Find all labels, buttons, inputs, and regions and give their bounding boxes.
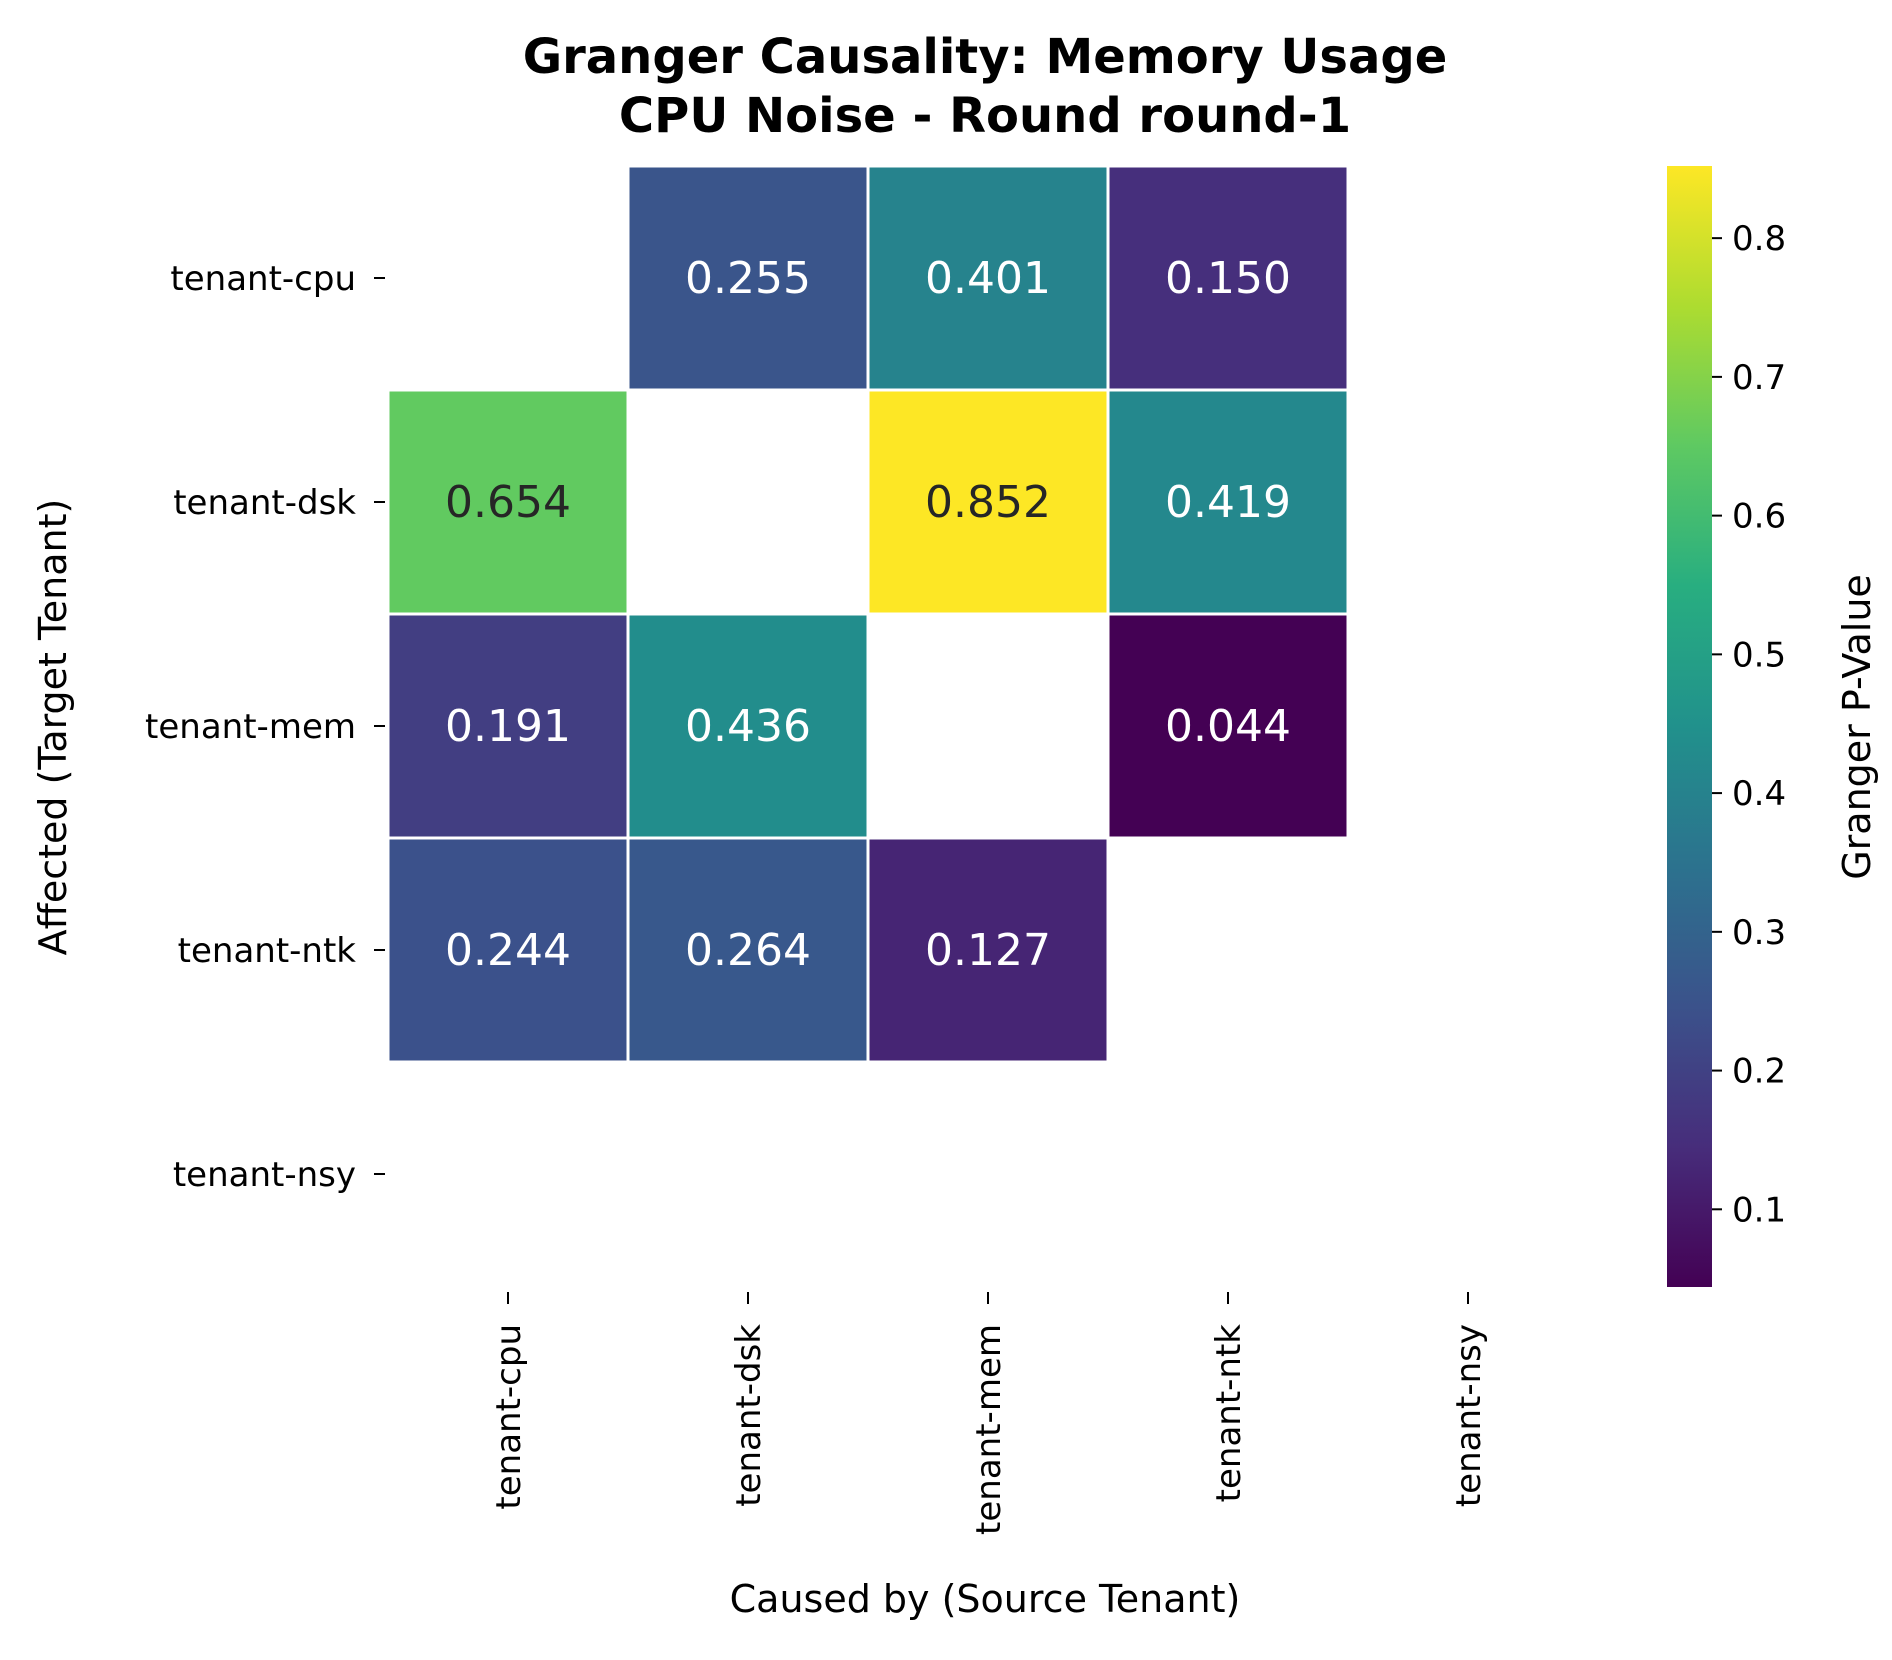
x-tick-label: tenant-dsk [729,1324,769,1507]
y-axis-ticks: tenant-cpu tenant-dsk tenant-mem tenant-ntk… [145,259,385,1195]
heatmap-cell-tenant-dsk-tenant-mem [866,388,1110,616]
heatmap-cell-value: 0.191 [445,701,571,752]
y-tick-label: tenant-dsk [173,483,356,523]
colorbar-label: Granger P-Value [1835,574,1879,880]
heatmap-cells: 0.255 0.401 0.150 0.654 0.852 0.419 0.191 0.436… [386,164,1350,1064]
colorbar-tick-label: 0.6 [1732,497,1786,537]
heatmap-cell-tenant-ntk-tenant-mem [866,836,1110,1064]
colorbar [1667,166,1712,1287]
heatmap-cell-tenant-cpu-tenant-dsk [626,164,870,392]
heatmap-cell-tenant-cpu-tenant-ntk [1106,164,1350,392]
heatmap-cell-value: 0.044 [1165,701,1291,752]
y-tick-label: tenant-nsy [173,1155,356,1195]
heatmap-cell-value: 0.150 [1165,253,1291,304]
y-tick-label: tenant-mem [145,707,356,747]
heatmap-cell-value: 0.436 [685,701,811,752]
y-axis-label: Affected (Target Tenant) [31,499,75,956]
x-tick-label: tenant-nsy [1449,1324,1489,1507]
heatmap-cell-value: 0.255 [685,253,811,304]
x-axis-label: Caused by (Source Tenant) [730,1577,1241,1621]
colorbar-tick-label: 0.2 [1732,1052,1786,1092]
heatmap-cell-value: 0.419 [1165,477,1291,528]
heatmap-cell-tenant-ntk-tenant-cpu [386,836,630,1064]
heatmap-cell-tenant-dsk-tenant-cpu [386,388,630,616]
colorbar-ticks: 0.1 0.2 0.3 0.4 0.5 0.6 0.7 0.8 [1712,219,1786,1230]
heatmap-cell-value: 0.852 [925,477,1051,528]
heatmap-cell-value: 0.127 [925,925,1051,976]
heatmap-cell-value: 0.244 [445,925,571,976]
y-tick-label: tenant-cpu [170,259,356,299]
heatmap-cell-value: 0.401 [925,253,1051,304]
chart-title-line-1: Granger Causality: Memory Usage [523,29,1448,85]
x-tick-label: tenant-ntk [1209,1324,1249,1503]
heatmap-cell-tenant-mem-tenant-ntk [1106,612,1350,840]
x-tick-label: tenant-mem [969,1324,1009,1535]
colorbar-tick-label: 0.1 [1732,1190,1786,1230]
colorbar-tick-label: 0.8 [1732,219,1786,259]
x-tick-label: tenant-cpu [489,1324,529,1510]
colorbar-tick-label: 0.4 [1732,774,1786,814]
y-tick-label: tenant-ntk [178,931,357,971]
heatmap-cell-tenant-mem-tenant-dsk [626,612,870,840]
heatmap-cell-value: 0.264 [685,925,811,976]
colorbar-tick-label: 0.5 [1732,635,1786,675]
chart-title-line-2: CPU Noise - Round round-1 [619,88,1351,144]
heatmap-cell-value: 0.654 [445,477,571,528]
colorbar-tick-label: 0.7 [1732,358,1786,398]
colorbar-tick-label: 0.3 [1732,913,1786,953]
heatmap-cell-tenant-dsk-tenant-ntk [1106,388,1350,616]
heatmap-cell-tenant-cpu-tenant-mem [866,164,1110,392]
x-axis-ticks: tenant-cpu tenant-dsk tenant-mem tenant-ntk… [489,1292,1489,1535]
